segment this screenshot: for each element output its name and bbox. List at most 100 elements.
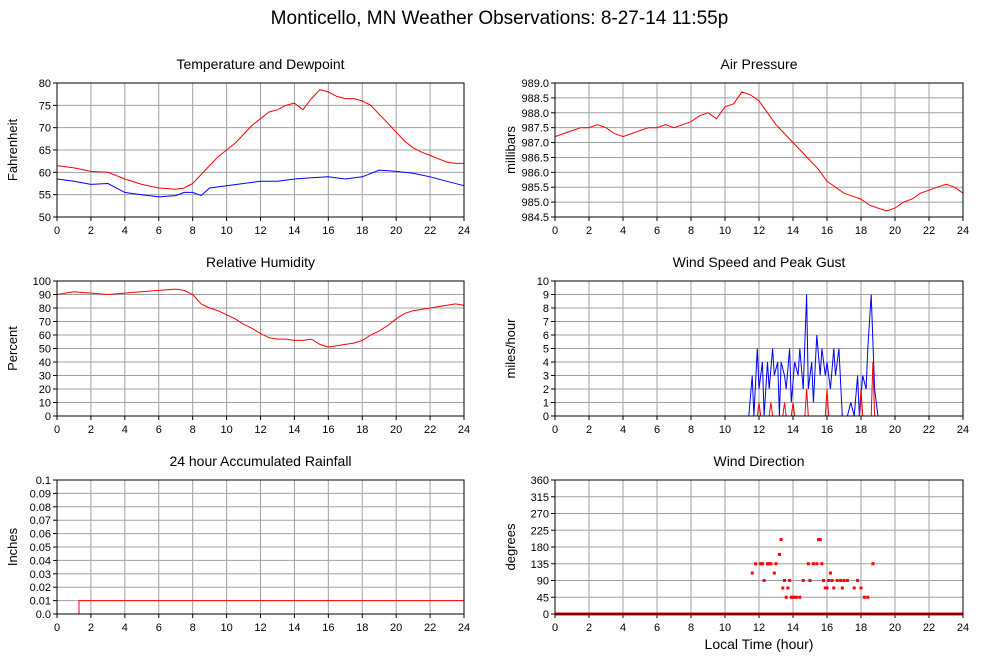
y-tick-label: 315 [531,492,549,504]
x-tick-label: 22 [424,424,436,436]
y-tick-label: 5 [543,344,549,356]
x-tick-label: 18 [356,622,368,634]
y-tick-label: 2 [543,384,549,396]
x-tick-label: 0 [54,622,60,634]
page-title: Monticello, MN Weather Observations: 8-2… [270,8,729,29]
direction-point [830,579,834,582]
x-tick-label: 22 [923,225,935,237]
x-tick-label: 18 [855,622,867,634]
x-tick-label: 4 [122,622,128,634]
y-tick-label: 3 [543,371,549,383]
x-tick-label: 4 [620,424,626,436]
x-tick-label: 12 [753,622,765,634]
y-tick-label: 0.02 [30,582,51,594]
y-tick-label: 10 [39,398,51,410]
chart-panel-1: 0 2 4 6 8 10 12 14 16 18 20 22 2450556065707580Tempe… [5,56,470,237]
x-tick-label: 6 [654,225,660,237]
direction-point [862,595,866,599]
x-tick-label: 12 [254,424,266,436]
y-tick-label: 0.09 [30,488,51,500]
plot-frame [56,479,465,615]
direction-point [777,552,781,556]
x-tick-label: 18 [855,424,867,436]
panel-title: Air Pressure [720,56,797,72]
direction-point [754,562,758,566]
x-tick-label: 6 [654,622,660,634]
x-tick-label: 18 [356,225,368,237]
x-tick-label: 24 [458,424,470,436]
direction-point [859,586,863,590]
x-tick-label: 22 [923,622,935,634]
x-tick-label: 0 [552,225,558,237]
x-tick-label: 10 [220,622,232,634]
x-tick-label: 8 [190,622,196,634]
direction-point [779,538,783,542]
direction-point [820,562,824,566]
y-tick-label: 985.5 [521,182,549,194]
direction-point [828,571,832,575]
x-tick-label: 10 [719,225,731,237]
x-tick-label: 16 [821,622,833,634]
direction-point [759,562,763,566]
direction-point [823,586,827,590]
y-tick-label: 70 [39,123,51,135]
x-tick-label: 12 [753,225,765,237]
y-axis-label: degrees [503,523,518,570]
direction-point [817,538,820,542]
x-tick-label: 6 [156,424,162,436]
direction-point [798,595,802,599]
y-tick-label: 988.0 [521,108,549,120]
panel-title: Relative Humidity [206,254,315,270]
y-tick-label: 6 [543,330,549,342]
y-tick-label: 135 [531,559,549,571]
y-tick-label: 60 [39,167,51,179]
y-axis-label: Percent [5,326,20,371]
direction-point [791,595,795,599]
direction-point [789,595,793,599]
y-tick-label: 987.0 [521,138,549,150]
direction-point [794,595,798,599]
y-tick-label: 1 [543,398,549,410]
direction-point [822,579,826,582]
direction-point [788,579,792,582]
x-tick-label: 12 [254,225,266,237]
direction-point [827,579,831,582]
y-axis-label: Fahrenheit [5,119,20,182]
chart-panel-2: 0 2 4 6 8 10 12 14 16 18 20 22 24984.5985.0985.5986.… [503,56,969,237]
y-tick-label: 45 [537,592,549,604]
x-tick-label: 22 [424,225,436,237]
direction-point [750,571,754,575]
x-tick-label: 16 [821,225,833,237]
direction-point [772,571,776,575]
x-tick-label: 2 [586,225,592,237]
x-tick-label: 18 [855,225,867,237]
x-tick-label: 8 [688,225,694,237]
x-tick-label: 18 [356,424,368,436]
chart-panel-6: 0 2 4 6 8 10 12 14 16 18 20 22 240459013518022527031… [503,453,969,652]
x-tick-label: 8 [688,622,694,634]
x-tick-label: 24 [957,424,969,436]
y-tick-label: 8 [543,303,549,315]
plot-frame [56,280,465,417]
y-tick-label: 30 [39,371,51,383]
panel-title: Wind Speed and Peak Gust [673,254,846,270]
x-tick-label: 16 [322,424,334,436]
x-tick-label: 16 [322,225,334,237]
x-tick-label: 4 [620,225,626,237]
y-tick-label: 0.03 [30,569,51,581]
x-tick-label: 14 [787,622,799,634]
x-tick-label: 10 [719,424,731,436]
x-tick-label: 16 [821,424,833,436]
y-axis-label: Inches [5,527,20,566]
plot-frame [554,280,964,417]
direction-point [842,579,846,582]
y-axis-label: millibars [503,126,518,174]
y-tick-label: 0.04 [30,555,51,567]
direction-point [825,586,829,590]
x-tick-label: 14 [288,225,300,237]
direction-point [766,562,769,566]
direction-point [866,595,870,599]
x-tick-label: 24 [957,622,969,634]
